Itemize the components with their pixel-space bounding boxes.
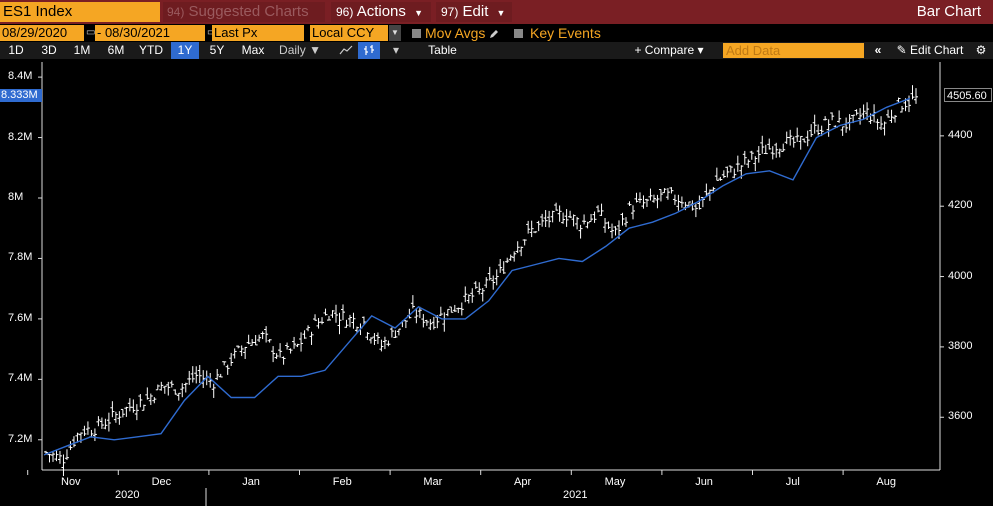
edit-menu[interactable]: 97) Edit ▼ [436,2,512,22]
table-button[interactable]: Table [428,43,457,57]
right-tick-label: 3600 [948,410,973,423]
left-tick-label: 7.2M [8,432,33,445]
pencil-icon[interactable] [489,29,499,39]
suggested-charts-number: 94) [167,5,185,19]
x-tick-label: Jun [695,476,713,488]
frequency-label: Daily [279,43,306,57]
left-tick-label: 7.4M [8,372,33,385]
edit-chart-button[interactable]: ✎ Edit Chart [890,42,970,59]
end-date-value: 08/30/2021 [104,25,171,40]
double-chevron-left-icon[interactable]: « [874,43,882,57]
pencil-icon: ✎ [896,43,907,57]
mov-avgs-text: Mov Avgs [425,25,486,41]
price-field[interactable]: Last Px [212,25,304,41]
gear-icon[interactable]: ⚙ [975,43,987,57]
compare-label: + Compare [634,43,695,57]
x-tick-label: Feb [332,476,352,488]
line-chart-icon[interactable] [336,42,356,59]
range-button-1m[interactable]: 1M [73,43,91,57]
key-events-checkbox[interactable] [514,29,523,38]
currency-field[interactable]: Local CCY [310,25,388,41]
suggested-charts-menu[interactable]: 94) Suggested Charts [163,2,325,22]
left-tick-label: 8.2M [8,130,33,143]
right-tick-label: 4000 [948,269,973,282]
left-tick-label: 7.8M [8,251,33,264]
mov-avgs-checkbox[interactable] [412,29,421,38]
x-tick-label: Jan [242,476,260,488]
year-label: 2021 [563,489,588,501]
mov-avgs-label[interactable]: Mov Avgs [425,24,499,42]
left-tick-label: 8M [8,191,24,203]
x-tick-label: Nov [61,476,81,488]
x-tick-label: Aug [876,476,896,488]
end-date-field[interactable]: - 08/30/2021 [95,25,205,41]
chevron-down-icon: ▼ [309,43,321,57]
edit-number: 97) [441,5,459,19]
ticker-field[interactable]: ES1 Index [0,2,160,22]
range-button-ytd[interactable]: YTD [139,43,163,57]
chevron-down-icon: ▼ [414,8,423,18]
edit-chart-label: Edit Chart [910,43,964,57]
x-tick-label: May [604,476,626,488]
right-tick-label: 4400 [948,128,973,141]
edit-label: Edit [462,3,489,20]
start-date-field[interactable]: 08/29/2020 [0,25,84,41]
actions-menu[interactable]: 96) Actions ▼ [331,2,431,22]
x-tick-label: Mar [423,476,443,488]
range-button-6m[interactable]: 6M [107,43,125,57]
calendar-icon[interactable]: ▭ [207,25,216,41]
last-volume-label: 8.333M [0,89,42,102]
actions-number: 96) [336,5,354,19]
bar-chart-icon[interactable] [358,42,380,59]
range-button-3d[interactable]: 3D [41,43,57,57]
x-tick-label: Jul [785,476,800,488]
left-tick-label: 7.6M [8,311,33,324]
calendar-icon[interactable]: ▭ [86,27,96,38]
last-price-label: 4505.60 [944,88,992,102]
range-button-max[interactable]: Max [241,43,265,57]
compare-button[interactable]: + Compare ▾ [624,42,714,59]
chevron-down-icon: ▼ [496,8,506,18]
volume-series-line [43,97,911,456]
add-data-input[interactable]: Add Data [723,43,864,58]
left-tick-label: 8.4M [8,70,33,83]
range-button-5y[interactable]: 5Y [209,43,225,57]
currency-dropdown-icon[interactable]: ▼ [389,25,401,41]
range-button-1y[interactable]: 1Y [171,42,199,59]
x-tick-label: Apr [514,476,532,488]
key-events-label[interactable]: Key Events [530,25,601,41]
range-button-1d[interactable]: 1D [8,43,24,57]
right-tick-label: 3800 [948,339,973,352]
x-tick-label: Dec [151,476,172,488]
actions-label: Actions [356,3,406,20]
end-date-dash: - [97,25,105,40]
frequency-select[interactable]: Daily ▼ [270,42,330,59]
chart-type-dropdown[interactable]: ▾ [388,42,404,59]
right-tick-label: 4200 [948,199,973,212]
window-title: Bar Chart [916,3,981,20]
year-label: 2020 [115,489,140,501]
suggested-charts-label: Suggested Charts [188,3,309,20]
chevron-down-icon: ▾ [697,43,704,57]
chevron-down-icon: ▾ [392,43,400,57]
